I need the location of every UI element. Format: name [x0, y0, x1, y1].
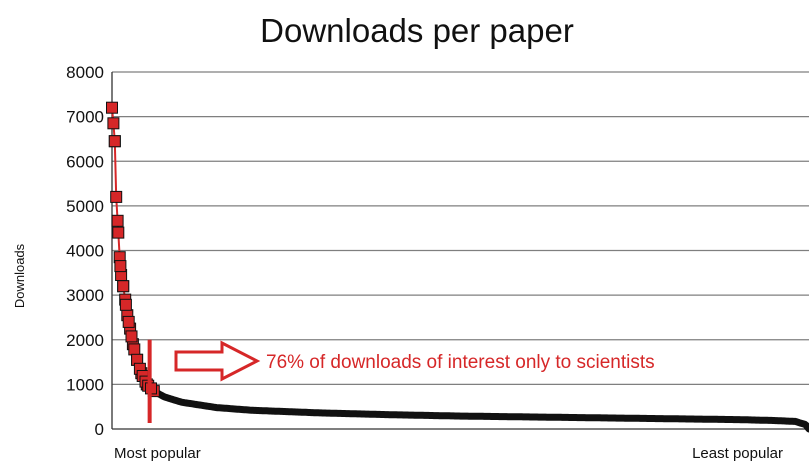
data-point — [107, 117, 120, 130]
data-point — [111, 214, 124, 227]
data-point — [108, 135, 121, 148]
y-tick-label: 8000 — [66, 63, 104, 82]
data-point — [128, 343, 141, 356]
y-tick-label: 7000 — [66, 108, 104, 127]
data-point — [112, 226, 125, 239]
y-axis-label: Downloads — [12, 243, 27, 308]
chart-title: Downloads per paper — [260, 12, 574, 49]
data-point — [106, 101, 118, 114]
grid-lines — [112, 71, 809, 385]
series-line — [111, 107, 809, 430]
annotation-group: 76% of downloads of interest only to sci… — [147, 339, 655, 423]
y-tick-labels: 0 1000 2000 3000 4000 5000 6000 7000 8000 — [66, 63, 104, 439]
annotation-text: 76% of downloads of interest only to sci… — [266, 352, 655, 373]
data-point — [114, 260, 127, 273]
series-group — [106, 101, 809, 433]
y-tick-label: 1000 — [66, 375, 104, 394]
y-tick-label: 5000 — [66, 197, 104, 216]
right-arrow-icon — [174, 340, 261, 382]
y-tick-label: 2000 — [66, 331, 104, 350]
y-tick-label: 6000 — [66, 152, 104, 171]
data-point — [119, 298, 132, 311]
x-end-label: Least popular — [692, 445, 783, 462]
x-start-label: Most popular — [114, 445, 201, 462]
y-tick-label: 4000 — [66, 242, 104, 261]
y-tick-label: 3000 — [66, 286, 104, 305]
y-tick-label: 0 — [95, 420, 104, 439]
series-tail-line — [150, 387, 809, 433]
data-point — [117, 280, 130, 293]
data-point — [110, 190, 123, 203]
data-point — [125, 330, 138, 343]
data-point — [122, 315, 135, 328]
